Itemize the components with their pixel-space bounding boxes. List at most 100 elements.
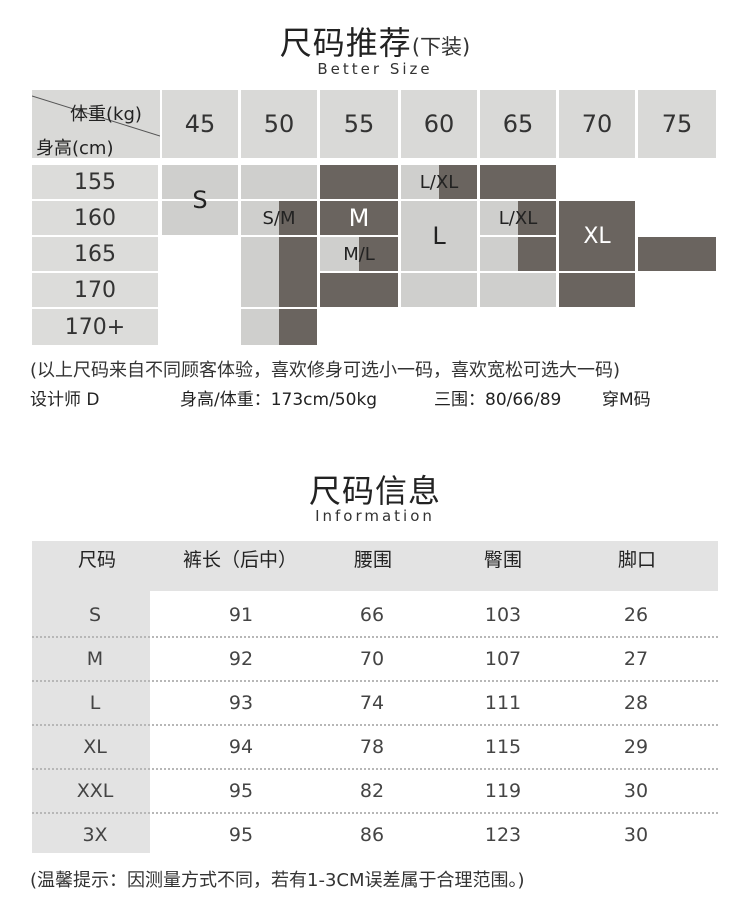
cell-hip: 103 <box>484 604 522 626</box>
recommend-note: (以上尺码来自不同顾客体验，喜欢修身可选小一码，喜欢宽松可选大一码) <box>30 360 621 381</box>
weight-header-65: 65 <box>480 90 556 158</box>
table-row: L 93 74 111 28 <box>32 681 718 725</box>
cell-hem: 27 <box>623 648 649 670</box>
grid-block-ml-dark <box>359 237 398 271</box>
cell-hip: 119 <box>484 780 522 802</box>
grid-block-dark <box>279 309 317 345</box>
size-label-l: L <box>432 222 446 250</box>
cell-hip: 123 <box>484 824 522 846</box>
info-header-waist: 腰围 <box>353 549 392 571</box>
grid-block-l <box>401 201 477 271</box>
grid-block-lxl-light <box>480 201 518 235</box>
height-row-165: 165 <box>32 237 158 271</box>
cell-waist: 74 <box>359 692 385 714</box>
cell-hem: 30 <box>623 780 649 802</box>
weight-header-50: 50 <box>241 90 317 158</box>
grid-block-m <box>320 201 398 235</box>
designer-height-weight: 身高/体重：173cm/50kg <box>180 390 378 410</box>
recommend-title-main: 尺码推荐 <box>279 24 412 62</box>
grid-block-light <box>241 309 279 345</box>
weight-header-45: 45 <box>162 90 238 158</box>
row-divider <box>32 680 718 682</box>
designer-size: 穿M码 <box>602 390 651 410</box>
cell-hip: 107 <box>484 648 522 670</box>
grid-block-lxl-dark <box>439 165 477 199</box>
row-divider <box>32 724 718 726</box>
grid-block-ml-light <box>320 237 359 271</box>
grid-block-m <box>320 165 398 199</box>
grid-block-lxl-dark <box>518 201 556 235</box>
info-header-band <box>32 541 718 591</box>
cell-hem: 28 <box>623 692 649 714</box>
grid-block-dark <box>320 273 398 307</box>
height-row-160: 160 <box>32 201 158 235</box>
grid-block-xl <box>559 201 635 271</box>
size-label-s: S <box>192 186 208 214</box>
cell-hem: 26 <box>623 604 649 626</box>
info-header-size: 尺码 <box>77 549 116 571</box>
designer-measurements: 三围：80/66/89 <box>434 390 562 410</box>
grid-block-light <box>480 237 518 271</box>
cell-size: XL <box>83 736 107 758</box>
cell-hip: 111 <box>484 692 522 714</box>
grid-block-light <box>480 273 556 307</box>
table-row: M 92 70 107 27 <box>32 637 718 681</box>
recommend-title: 尺码推荐(下装) <box>0 18 750 64</box>
table-row: XXL 95 82 119 30 <box>32 769 718 813</box>
cell-waist: 82 <box>359 780 385 802</box>
weight-header-55: 55 <box>320 90 398 158</box>
info-subtitle: Information <box>315 507 435 525</box>
size-label-l-xl-top: L/XL <box>419 171 459 193</box>
cell-waist: 78 <box>359 736 385 758</box>
table-row: 3X 95 86 123 30 <box>32 813 718 857</box>
cell-hip: 115 <box>484 736 522 758</box>
weight-axis-label: 体重(kg) <box>70 104 142 125</box>
height-row-170plus: 170+ <box>32 309 158 345</box>
size-label-m: M <box>348 204 370 232</box>
corner-diagonal-line <box>32 95 160 137</box>
cell-length: 94 <box>228 736 254 758</box>
grid-block-s <box>241 165 317 199</box>
weight-header-70: 70 <box>559 90 635 158</box>
table-row: XL 94 78 115 29 <box>32 725 718 769</box>
cell-length: 95 <box>228 824 254 846</box>
cell-waist: 70 <box>359 648 385 670</box>
grid-block-light <box>241 237 279 307</box>
grid-block-sm-light <box>241 201 279 235</box>
info-header-hem: 脚口 <box>617 549 656 571</box>
info-title: 尺码信息 <box>308 472 441 510</box>
recommend-title-suffix: (下装) <box>411 35 471 59</box>
cell-size: XXL <box>76 780 114 802</box>
cell-hem: 29 <box>623 736 649 758</box>
size-label-m-l: M/L <box>343 243 375 265</box>
size-label-s-m: S/M <box>262 207 296 229</box>
cell-size: L <box>89 692 101 714</box>
row-divider <box>32 812 718 814</box>
grid-block-sm-dark <box>279 201 317 235</box>
info-size-column-bg <box>32 591 150 853</box>
cell-waist: 86 <box>359 824 385 846</box>
cell-size: S <box>88 604 102 626</box>
size-label-l-xl: L/XL <box>498 207 538 229</box>
weight-header-60: 60 <box>401 90 477 158</box>
grid-block-light <box>401 273 477 307</box>
grid-block-dark <box>638 237 716 271</box>
recommend-subtitle: Better Size <box>317 60 433 78</box>
cell-length: 95 <box>228 780 254 802</box>
designer-label: 设计师 D <box>30 390 100 410</box>
cell-waist: 66 <box>359 604 385 626</box>
info-header-hip: 臀围 <box>483 549 522 571</box>
cell-size: M <box>86 648 104 670</box>
height-axis-label: 身高(cm) <box>36 138 114 159</box>
cell-length: 93 <box>228 692 254 714</box>
grid-block-dark <box>518 237 556 271</box>
row-divider <box>32 636 718 638</box>
info-header-length: 裤长（后中） <box>182 549 297 571</box>
measurement-footnote: (温馨提示：因测量方式不同，若有1-3CM误差属于合理范围。) <box>30 870 525 891</box>
grid-block-dark <box>279 237 317 307</box>
corner-header-cell: 体重(kg) 身高(cm) <box>32 90 160 159</box>
size-label-xl: XL <box>583 223 611 249</box>
grid-block-s <box>162 165 238 199</box>
grid-block-dark <box>480 165 556 199</box>
row-divider <box>32 768 718 770</box>
